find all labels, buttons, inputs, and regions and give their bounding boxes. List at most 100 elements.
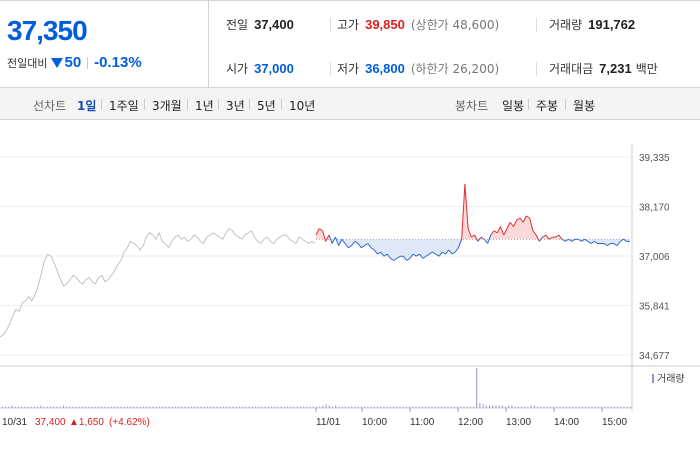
volume-bar xyxy=(21,406,23,408)
down-area xyxy=(419,239,423,259)
volume-bar xyxy=(469,406,471,408)
up-area xyxy=(513,220,517,240)
volume-bar xyxy=(235,406,237,408)
candle-weekly-tab[interactable]: 주봉 xyxy=(536,99,559,113)
volume-bar xyxy=(159,406,160,408)
volume-bar xyxy=(216,406,218,408)
volume-bar xyxy=(569,406,571,408)
volume-bar xyxy=(146,406,148,408)
chart-toolbar: 선차트 1일 1주일 3개월 1년 3년 5년 10년 봉차트 일봉 주봉 월봉 xyxy=(0,88,700,120)
current-price: 37,350 xyxy=(7,15,88,46)
y-tick-label: 38,170 xyxy=(639,203,670,214)
volume-bar xyxy=(578,406,580,408)
down-line-segment xyxy=(334,236,340,246)
volume-bar xyxy=(428,406,430,408)
down-line-segment xyxy=(412,253,417,257)
price-chart: 39,335 38,170 37,006 35,841 34,677 11/01 10:0… xyxy=(0,121,700,450)
down-area xyxy=(613,239,618,246)
volume-bar xyxy=(367,406,369,408)
low-cell: 저가 36,800 (하한가 26,200) xyxy=(337,58,499,78)
volume-bar xyxy=(223,406,225,408)
volume-bar xyxy=(357,406,359,408)
down-line-segment xyxy=(429,251,433,255)
volume-bar xyxy=(360,406,362,408)
down-line-segment xyxy=(377,251,382,255)
volume-bar xyxy=(521,406,523,408)
up-line-segment xyxy=(325,234,330,242)
volume-bar xyxy=(94,406,96,408)
lower-limit: (하한가 26,200) xyxy=(410,61,500,76)
x-tick-label: 11/01 xyxy=(316,417,341,428)
volume-bar xyxy=(267,406,269,408)
volume-bar xyxy=(258,406,260,408)
volume-bar xyxy=(508,405,510,408)
volume-bar xyxy=(75,406,77,408)
volume-bar xyxy=(88,406,90,408)
up-line-segment xyxy=(532,230,537,236)
volume-bar xyxy=(431,406,433,408)
down-line-segment xyxy=(587,240,592,244)
down-area xyxy=(610,239,614,244)
chart-grid xyxy=(0,145,700,411)
down-line-segment xyxy=(370,247,375,251)
down-area xyxy=(387,239,391,259)
down-area xyxy=(416,239,420,257)
down-line-segment xyxy=(419,253,424,259)
volume-bar xyxy=(27,406,29,408)
volume-bar xyxy=(325,404,327,408)
period-3year-tab[interactable]: 3년 xyxy=(226,99,245,113)
down-line-segment xyxy=(348,245,352,249)
period-1day-tab[interactable]: 1일 xyxy=(77,99,97,113)
volume-bar xyxy=(412,406,414,408)
period-10year-tab[interactable]: 10년 xyxy=(289,99,316,113)
volume-bar xyxy=(82,406,84,408)
down-line-segment xyxy=(584,238,589,242)
period-5year-tab[interactable]: 5년 xyxy=(257,99,276,113)
down-line-segment xyxy=(623,238,628,242)
y-axis-ticks: 39,335 38,170 37,006 35,841 34,677 xyxy=(639,153,670,362)
down-area xyxy=(626,239,630,242)
down-line-segment xyxy=(351,241,356,246)
volume-bar xyxy=(53,406,55,408)
down-line-segment xyxy=(406,257,411,261)
volume-bar xyxy=(623,406,625,408)
open-label: 시가 xyxy=(226,61,249,76)
low-value: 36,800 xyxy=(365,60,405,76)
candle-daily-tab[interactable]: 일봉 xyxy=(502,99,525,113)
volume-bar xyxy=(290,406,292,408)
divider xyxy=(144,99,145,110)
volume-bar xyxy=(85,406,87,408)
volume-bar xyxy=(415,406,417,408)
change-label: 전일대비 xyxy=(7,56,48,70)
volume-bar xyxy=(171,406,173,408)
period-1year-tab[interactable]: 1년 xyxy=(195,99,214,113)
down-area xyxy=(396,239,401,259)
up-line-segment xyxy=(500,226,505,236)
up-line-segment xyxy=(522,215,527,223)
down-line-segment xyxy=(457,239,463,248)
up-line-segment xyxy=(513,219,518,227)
down-area xyxy=(380,239,384,257)
period-3month-tab[interactable]: 3개월 xyxy=(152,99,182,113)
volume-bar xyxy=(2,406,3,408)
candle-monthly-tab[interactable]: 월봉 xyxy=(573,99,596,113)
x-tick-label: 12:00 xyxy=(458,417,483,428)
high-cell: 고가 39,850 (상한가 48,600) xyxy=(337,14,499,34)
volume-bar xyxy=(175,406,177,408)
up-line-segment xyxy=(471,234,475,238)
change-rate: -0.13% xyxy=(94,54,142,71)
up-line-segment xyxy=(529,217,534,231)
volume-bar xyxy=(152,406,154,408)
volume-bar xyxy=(40,405,42,408)
volume-bar xyxy=(130,406,132,408)
volume-bar xyxy=(553,406,555,408)
period-1week-tab[interactable]: 1주일 xyxy=(109,99,139,113)
volume-bar xyxy=(322,405,324,408)
volume-cell: 거래량 191,762 xyxy=(549,14,635,34)
down-area xyxy=(600,239,605,244)
down-line-segment xyxy=(564,238,569,242)
up-area xyxy=(529,217,533,240)
y-tick-label: 37,006 xyxy=(639,252,670,263)
upper-limit: (상한가 48,600) xyxy=(410,17,500,32)
divider xyxy=(330,18,331,32)
